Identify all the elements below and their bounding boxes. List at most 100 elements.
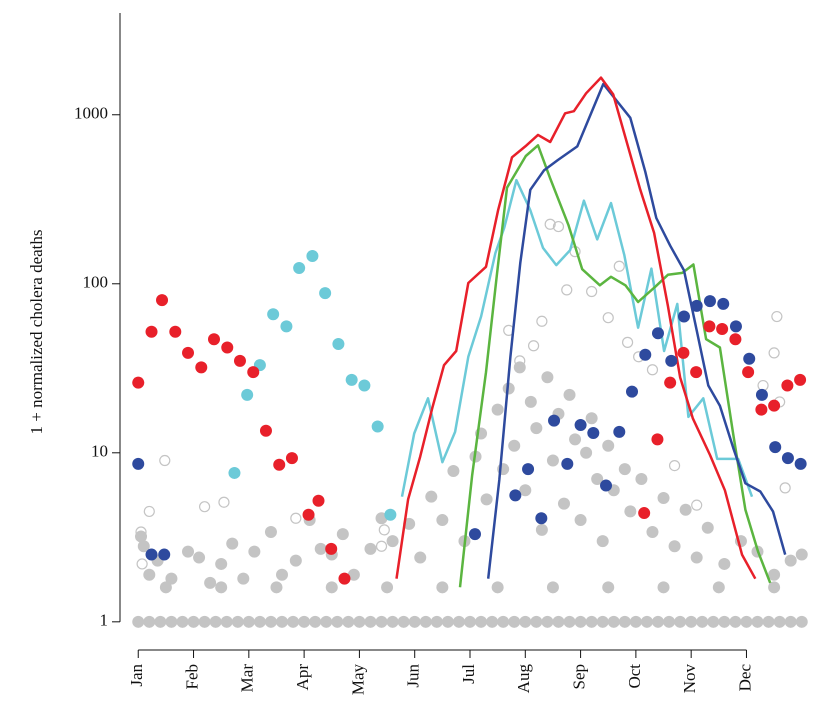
point — [342, 615, 355, 628]
point — [618, 463, 631, 476]
point — [574, 615, 587, 628]
point — [600, 479, 613, 492]
point — [657, 492, 670, 505]
x-tick-label: Jun — [404, 664, 423, 688]
point — [651, 615, 664, 628]
point — [574, 514, 587, 527]
point — [701, 521, 714, 534]
line — [395, 76, 757, 580]
point — [621, 336, 634, 348]
point — [646, 525, 659, 538]
point — [569, 433, 582, 446]
point — [378, 524, 390, 536]
point — [215, 581, 228, 594]
point — [486, 615, 499, 628]
point — [585, 412, 598, 425]
point — [468, 528, 481, 541]
point — [464, 615, 476, 628]
point — [195, 361, 208, 374]
point — [674, 615, 687, 628]
point — [586, 285, 598, 298]
point — [207, 333, 220, 346]
point — [414, 551, 427, 564]
point — [640, 615, 653, 628]
point — [552, 615, 565, 628]
point — [198, 501, 211, 513]
point — [668, 540, 681, 553]
line — [458, 144, 772, 588]
point — [228, 466, 241, 479]
point — [231, 615, 244, 628]
point — [280, 320, 293, 333]
point — [237, 572, 250, 585]
point — [618, 615, 631, 628]
point — [156, 294, 169, 307]
x-tick-label: Jul — [459, 664, 478, 684]
point — [381, 581, 394, 594]
point — [325, 581, 338, 594]
point — [535, 512, 548, 525]
y-tick-label: 1 — [100, 611, 109, 630]
y-tick-label: 1000 — [74, 104, 108, 123]
point — [585, 615, 598, 628]
point — [563, 388, 576, 401]
point — [519, 484, 532, 497]
point — [690, 366, 703, 379]
point — [773, 615, 786, 628]
point — [591, 472, 604, 485]
point — [626, 385, 639, 398]
point — [587, 426, 600, 439]
point — [135, 526, 147, 538]
point — [696, 615, 709, 628]
point — [522, 463, 535, 476]
point — [154, 615, 167, 628]
point — [602, 439, 615, 452]
point — [441, 615, 454, 628]
point — [535, 523, 548, 536]
point — [145, 325, 158, 338]
point — [795, 615, 808, 628]
point — [607, 615, 620, 628]
point — [716, 323, 729, 336]
point — [384, 508, 397, 521]
point — [264, 525, 277, 538]
point — [561, 457, 574, 470]
point — [691, 499, 703, 511]
point — [561, 284, 573, 296]
point — [580, 446, 593, 459]
point — [563, 615, 576, 628]
point — [651, 327, 664, 340]
point — [743, 352, 756, 365]
point — [176, 615, 189, 628]
point — [285, 452, 298, 465]
point — [779, 482, 791, 494]
point — [546, 454, 559, 467]
point — [276, 568, 289, 581]
point — [703, 295, 716, 308]
point — [132, 376, 145, 389]
x-tick-label: Feb — [182, 664, 201, 690]
point — [685, 615, 698, 628]
point — [508, 439, 521, 452]
point — [541, 615, 554, 628]
point — [198, 615, 211, 628]
point — [784, 554, 797, 567]
point — [742, 366, 755, 379]
point — [270, 581, 283, 594]
point — [452, 615, 465, 628]
point — [218, 496, 230, 508]
point — [557, 497, 570, 510]
point — [784, 615, 797, 628]
point — [264, 615, 277, 628]
point — [768, 399, 781, 412]
point — [182, 346, 195, 359]
point — [298, 615, 311, 628]
point — [386, 535, 399, 548]
point — [247, 366, 260, 379]
point — [524, 395, 537, 408]
point — [345, 373, 358, 386]
point — [771, 310, 783, 323]
point — [638, 507, 651, 520]
point — [718, 557, 731, 570]
point — [552, 220, 565, 233]
